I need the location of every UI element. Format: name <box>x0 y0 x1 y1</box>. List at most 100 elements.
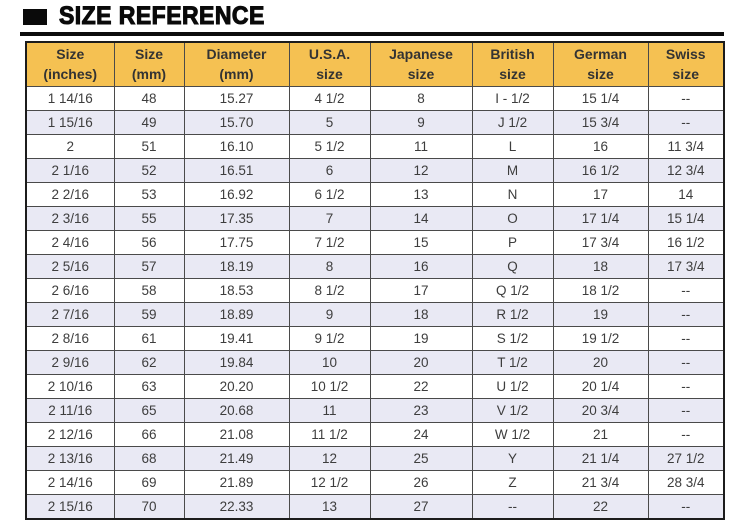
column-header-line1: U.S.A. <box>308 46 351 62</box>
cell-mm: 65 <box>113 398 185 424</box>
cell-japanese: 11 <box>369 134 473 160</box>
column-header-line1: Japanese <box>389 46 453 62</box>
cell-diameter_mm: 16.10 <box>183 134 290 160</box>
cell-usa: 11 <box>288 398 371 424</box>
cell-inches: 2 <box>25 134 115 160</box>
cell-inches: 2 9/16 <box>25 350 115 376</box>
cell-mm: 57 <box>113 254 185 280</box>
cell-german: 21 1/4 <box>552 446 649 472</box>
cell-inches: 2 11/16 <box>25 398 115 424</box>
square-bullet-icon <box>23 8 47 25</box>
cell-british: R 1/2 <box>471 302 554 328</box>
cell-mm: 53 <box>113 182 185 208</box>
table-row: 2 1/16 52 16.51 6 12 M 16 1/2 12 3/4 <box>25 158 725 184</box>
cell-diameter_mm: 22.33 <box>183 494 290 520</box>
cell-inches: 2 12/16 <box>25 422 115 448</box>
cell-inches: 2 14/16 <box>25 470 115 496</box>
cell-german: 17 1/4 <box>552 206 649 232</box>
cell-swiss: -- <box>647 350 725 376</box>
cell-japanese: 15 <box>369 230 473 256</box>
cell-swiss: 14 <box>647 182 725 208</box>
column-header-line2: size <box>499 65 526 82</box>
cell-japanese: 9 <box>369 110 473 136</box>
cell-diameter_mm: 15.27 <box>183 86 290 112</box>
cell-japanese: 24 <box>369 422 473 448</box>
column-header-mm: Size (mm) <box>113 41 185 88</box>
cell-japanese: 8 <box>369 86 473 112</box>
cell-usa: 10 <box>288 350 371 376</box>
table-row: 2 7/16 59 18.89 9 18 R 1/2 19 -- <box>25 302 725 328</box>
cell-swiss: -- <box>647 494 725 520</box>
column-header-british: British size <box>471 41 554 88</box>
cell-swiss: 16 1/2 <box>647 230 725 256</box>
cell-usa: 4 1/2 <box>288 86 371 112</box>
cell-british: W 1/2 <box>471 422 554 448</box>
cell-mm: 62 <box>113 350 185 376</box>
cell-usa: 10 1/2 <box>288 374 371 400</box>
header-row: Size (inches) Size (mm) Diameter (mm) U.S.A. si… <box>25 41 725 88</box>
table-row: 2 14/16 69 21.89 12 1/2 26 Z 21 3/4 28 3/4 <box>25 470 725 496</box>
cell-swiss: -- <box>647 302 725 328</box>
cell-usa: 9 <box>288 302 371 328</box>
cell-swiss: -- <box>647 86 725 112</box>
column-header-line2: size <box>407 65 435 82</box>
cell-inches: 2 1/16 <box>25 158 115 184</box>
cell-german: 19 <box>552 302 649 328</box>
cell-british: V 1/2 <box>471 398 554 424</box>
cell-swiss: -- <box>647 110 725 136</box>
table-row: 2 6/16 58 18.53 8 1/2 17 Q 1/2 18 1/2 -- <box>25 278 725 304</box>
cell-british: L <box>471 134 554 160</box>
cell-mm: 58 <box>113 278 185 304</box>
column-header-japanese: Japanese size <box>369 41 473 88</box>
cell-diameter_mm: 18.19 <box>183 254 290 280</box>
table-row: 2 11/16 65 20.68 11 23 V 1/2 20 3/4 -- <box>25 398 725 424</box>
cell-mm: 69 <box>113 470 185 496</box>
cell-german: 20 3/4 <box>552 398 649 424</box>
table-row: 2 51 16.10 5 1/2 11 L 16 11 3/4 <box>25 134 725 160</box>
cell-swiss: 27 1/2 <box>647 446 725 472</box>
title-underline-rule <box>20 32 724 36</box>
column-header-diameter_mm: Diameter (mm) <box>183 41 290 88</box>
cell-japanese: 25 <box>369 446 473 472</box>
cell-diameter_mm: 20.68 <box>183 398 290 424</box>
cell-diameter_mm: 18.53 <box>183 278 290 304</box>
cell-japanese: 18 <box>369 302 473 328</box>
cell-inches: 2 7/16 <box>25 302 115 328</box>
cell-inches: 1 15/16 <box>25 110 115 136</box>
column-header-usa: U.S.A. size <box>288 41 371 88</box>
cell-mm: 70 <box>113 494 185 520</box>
cell-swiss: -- <box>647 398 725 424</box>
cell-usa: 11 1/2 <box>288 422 371 448</box>
cell-diameter_mm: 21.89 <box>183 470 290 496</box>
column-header-line2: size <box>587 65 614 82</box>
cell-german: 16 <box>552 134 649 160</box>
table-row: 2 3/16 55 17.35 7 14 O 17 1/4 15 1/4 <box>25 206 725 232</box>
cell-german: 21 <box>552 422 649 448</box>
cell-diameter_mm: 19.84 <box>183 350 290 376</box>
cell-usa: 12 1/2 <box>288 470 371 496</box>
cell-swiss: -- <box>647 326 725 352</box>
cell-mm: 52 <box>113 158 185 184</box>
cell-inches: 2 3/16 <box>25 206 115 232</box>
cell-british: U 1/2 <box>471 374 554 400</box>
cell-japanese: 19 <box>369 326 473 352</box>
cell-british: Q <box>471 254 554 280</box>
cell-british: M <box>471 158 554 184</box>
table-row: 2 4/16 56 17.75 7 1/2 15 P 17 3/4 16 1/2 <box>25 230 725 256</box>
cell-german: 18 <box>552 254 649 280</box>
cell-mm: 51 <box>113 134 185 160</box>
column-header-line1: Diameter <box>206 46 267 62</box>
table-row: 2 8/16 61 19.41 9 1/2 19 S 1/2 19 1/2 -- <box>25 326 725 352</box>
cell-british: J 1/2 <box>471 110 554 136</box>
cell-japanese: 20 <box>369 350 473 376</box>
cell-usa: 13 <box>288 494 371 520</box>
cell-german: 17 3/4 <box>552 230 649 256</box>
cell-german: 17 <box>552 182 649 208</box>
cell-usa: 5 <box>288 110 371 136</box>
cell-german: 16 1/2 <box>552 158 649 184</box>
cell-diameter_mm: 19.41 <box>183 326 290 352</box>
cell-mm: 56 <box>113 230 185 256</box>
cell-british: Q 1/2 <box>471 278 554 304</box>
cell-inches: 2 13/16 <box>25 446 115 472</box>
cell-swiss: -- <box>647 422 725 448</box>
